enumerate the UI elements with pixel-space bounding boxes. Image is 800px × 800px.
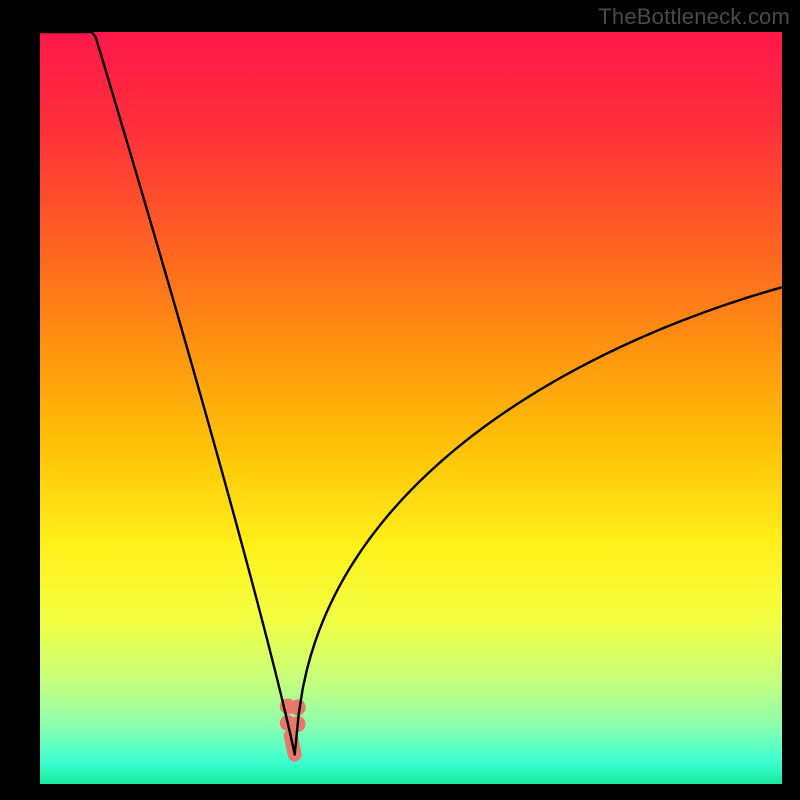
chart-frame: TheBottleneck.com [0,0,800,800]
bottleneck-plot [0,0,800,800]
watermark-text: TheBottleneck.com [598,4,790,30]
nub-dot [290,699,306,715]
plot-background [40,32,782,784]
